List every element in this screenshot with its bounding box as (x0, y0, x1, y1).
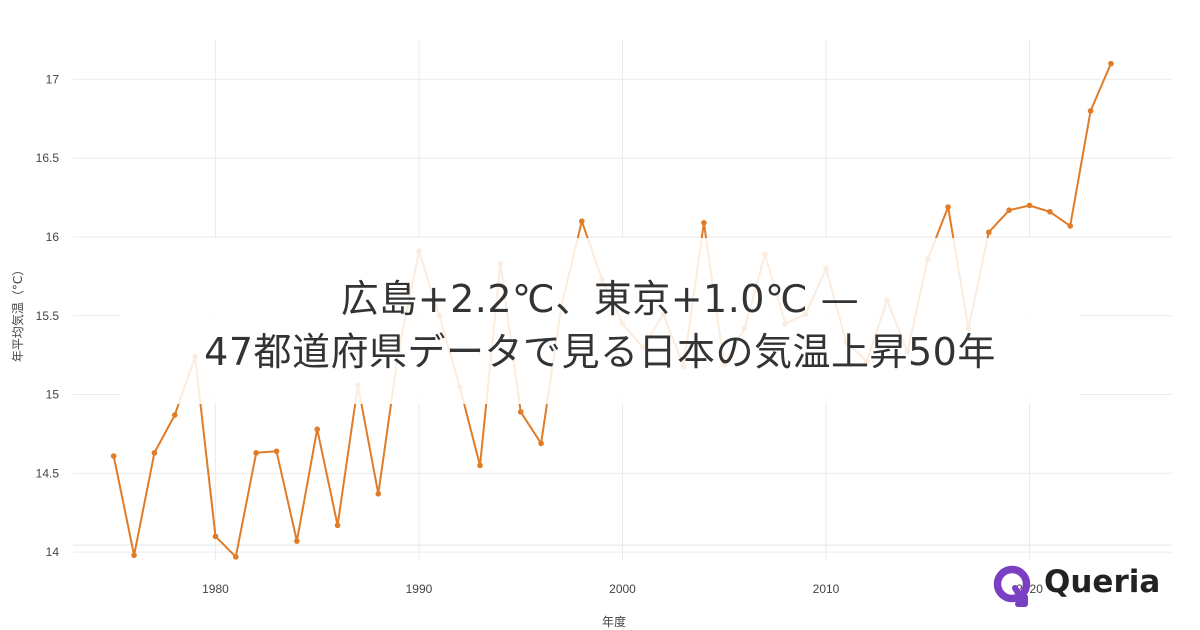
data-point (986, 229, 992, 236)
data-point (1026, 202, 1033, 209)
data-point (273, 448, 280, 455)
data-point (314, 426, 321, 433)
data-point (334, 522, 341, 529)
data-point (1087, 108, 1094, 114)
data-point (375, 491, 382, 497)
data-point (131, 552, 137, 559)
x-axis-title: 年度 (602, 614, 626, 629)
data-point (701, 219, 707, 226)
brand-logo: Queria (992, 562, 1172, 610)
data-point (151, 450, 158, 456)
data-point (538, 440, 544, 447)
q-logo-icon (993, 565, 1031, 607)
data-point (1108, 60, 1114, 67)
data-point (517, 409, 524, 415)
x-tick-label: 1990 (406, 582, 433, 596)
data-point (233, 554, 239, 560)
headline-backdrop (120, 238, 1080, 404)
data-point (110, 453, 117, 459)
data-point (578, 218, 585, 225)
y-axis-ticks: 14 14.5 15 15.5 16 16.5 17 (36, 72, 60, 559)
y-tick-label: 14.5 (36, 466, 60, 480)
x-tick-label: 2010 (813, 582, 840, 596)
data-point (945, 204, 951, 210)
brand-name: Queria (1044, 564, 1161, 600)
data-point (1006, 207, 1012, 213)
x-axis-ticks: 1980 1990 2000 2010 2020 (202, 582, 1043, 596)
data-point (212, 533, 219, 540)
data-point (294, 538, 300, 544)
y-tick-label: 15 (46, 388, 60, 402)
y-tick-label: 14 (46, 545, 60, 559)
y-tick-label: 17 (46, 72, 60, 86)
data-point (253, 450, 259, 456)
data-point (477, 462, 483, 469)
x-tick-label: 2000 (609, 582, 636, 596)
y-axis-title: 年平均気温（°C） (10, 264, 25, 362)
data-point (1067, 223, 1074, 229)
data-point (171, 412, 178, 418)
y-tick-label: 16 (46, 230, 60, 244)
headline-line-1: 広島+2.2℃、東京+1.0℃ — (340, 277, 860, 321)
x-tick-label: 1980 (202, 582, 229, 596)
headline-line-2: 47都道府県データで見る日本の気温上昇50年 (204, 330, 996, 374)
y-tick-label: 16.5 (36, 151, 60, 165)
data-point (1047, 208, 1053, 215)
y-tick-label: 15.5 (36, 309, 60, 323)
